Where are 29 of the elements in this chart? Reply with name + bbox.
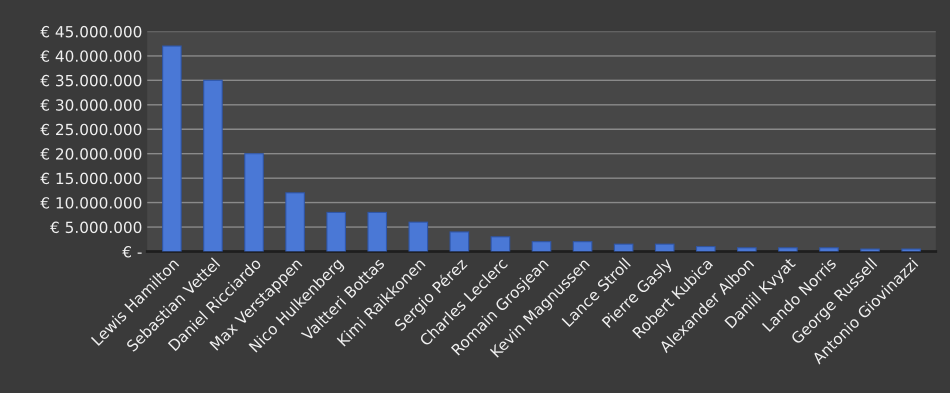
bar [532, 241, 552, 252]
bar [490, 236, 510, 252]
bar [367, 212, 388, 252]
bar [654, 244, 674, 252]
y-tick-label: € 35.000.000 [40, 74, 142, 86]
bar [244, 153, 264, 252]
y-tick-label: € 40.000.000 [40, 50, 142, 62]
bar [326, 212, 346, 252]
y-tick-label: € 45.000.000 [40, 26, 142, 38]
y-tick-label: € 25.000.000 [40, 124, 142, 136]
bar [860, 248, 880, 252]
y-tick-label: € 20.000.000 [40, 148, 142, 160]
bar [901, 248, 921, 252]
bar [285, 192, 305, 252]
y-tick-label: € - [122, 246, 142, 258]
bar [572, 241, 592, 252]
bar [819, 247, 839, 252]
bar [203, 80, 223, 252]
bar [696, 246, 716, 252]
bar [450, 231, 470, 252]
bar [162, 46, 182, 252]
y-tick-label: € 30.000.000 [40, 99, 142, 111]
y-tick-label: € 5.000.000 [50, 222, 142, 234]
bar [737, 247, 757, 252]
bar [778, 247, 798, 252]
bar [408, 222, 428, 252]
y-tick-label: € 15.000.000 [40, 172, 142, 184]
bar [614, 244, 634, 252]
y-tick-label: € 10.000.000 [40, 197, 142, 209]
